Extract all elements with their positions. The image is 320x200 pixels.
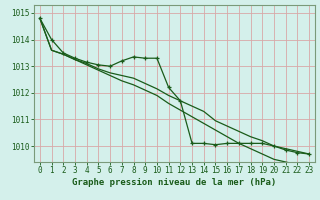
X-axis label: Graphe pression niveau de la mer (hPa): Graphe pression niveau de la mer (hPa) <box>72 178 276 187</box>
